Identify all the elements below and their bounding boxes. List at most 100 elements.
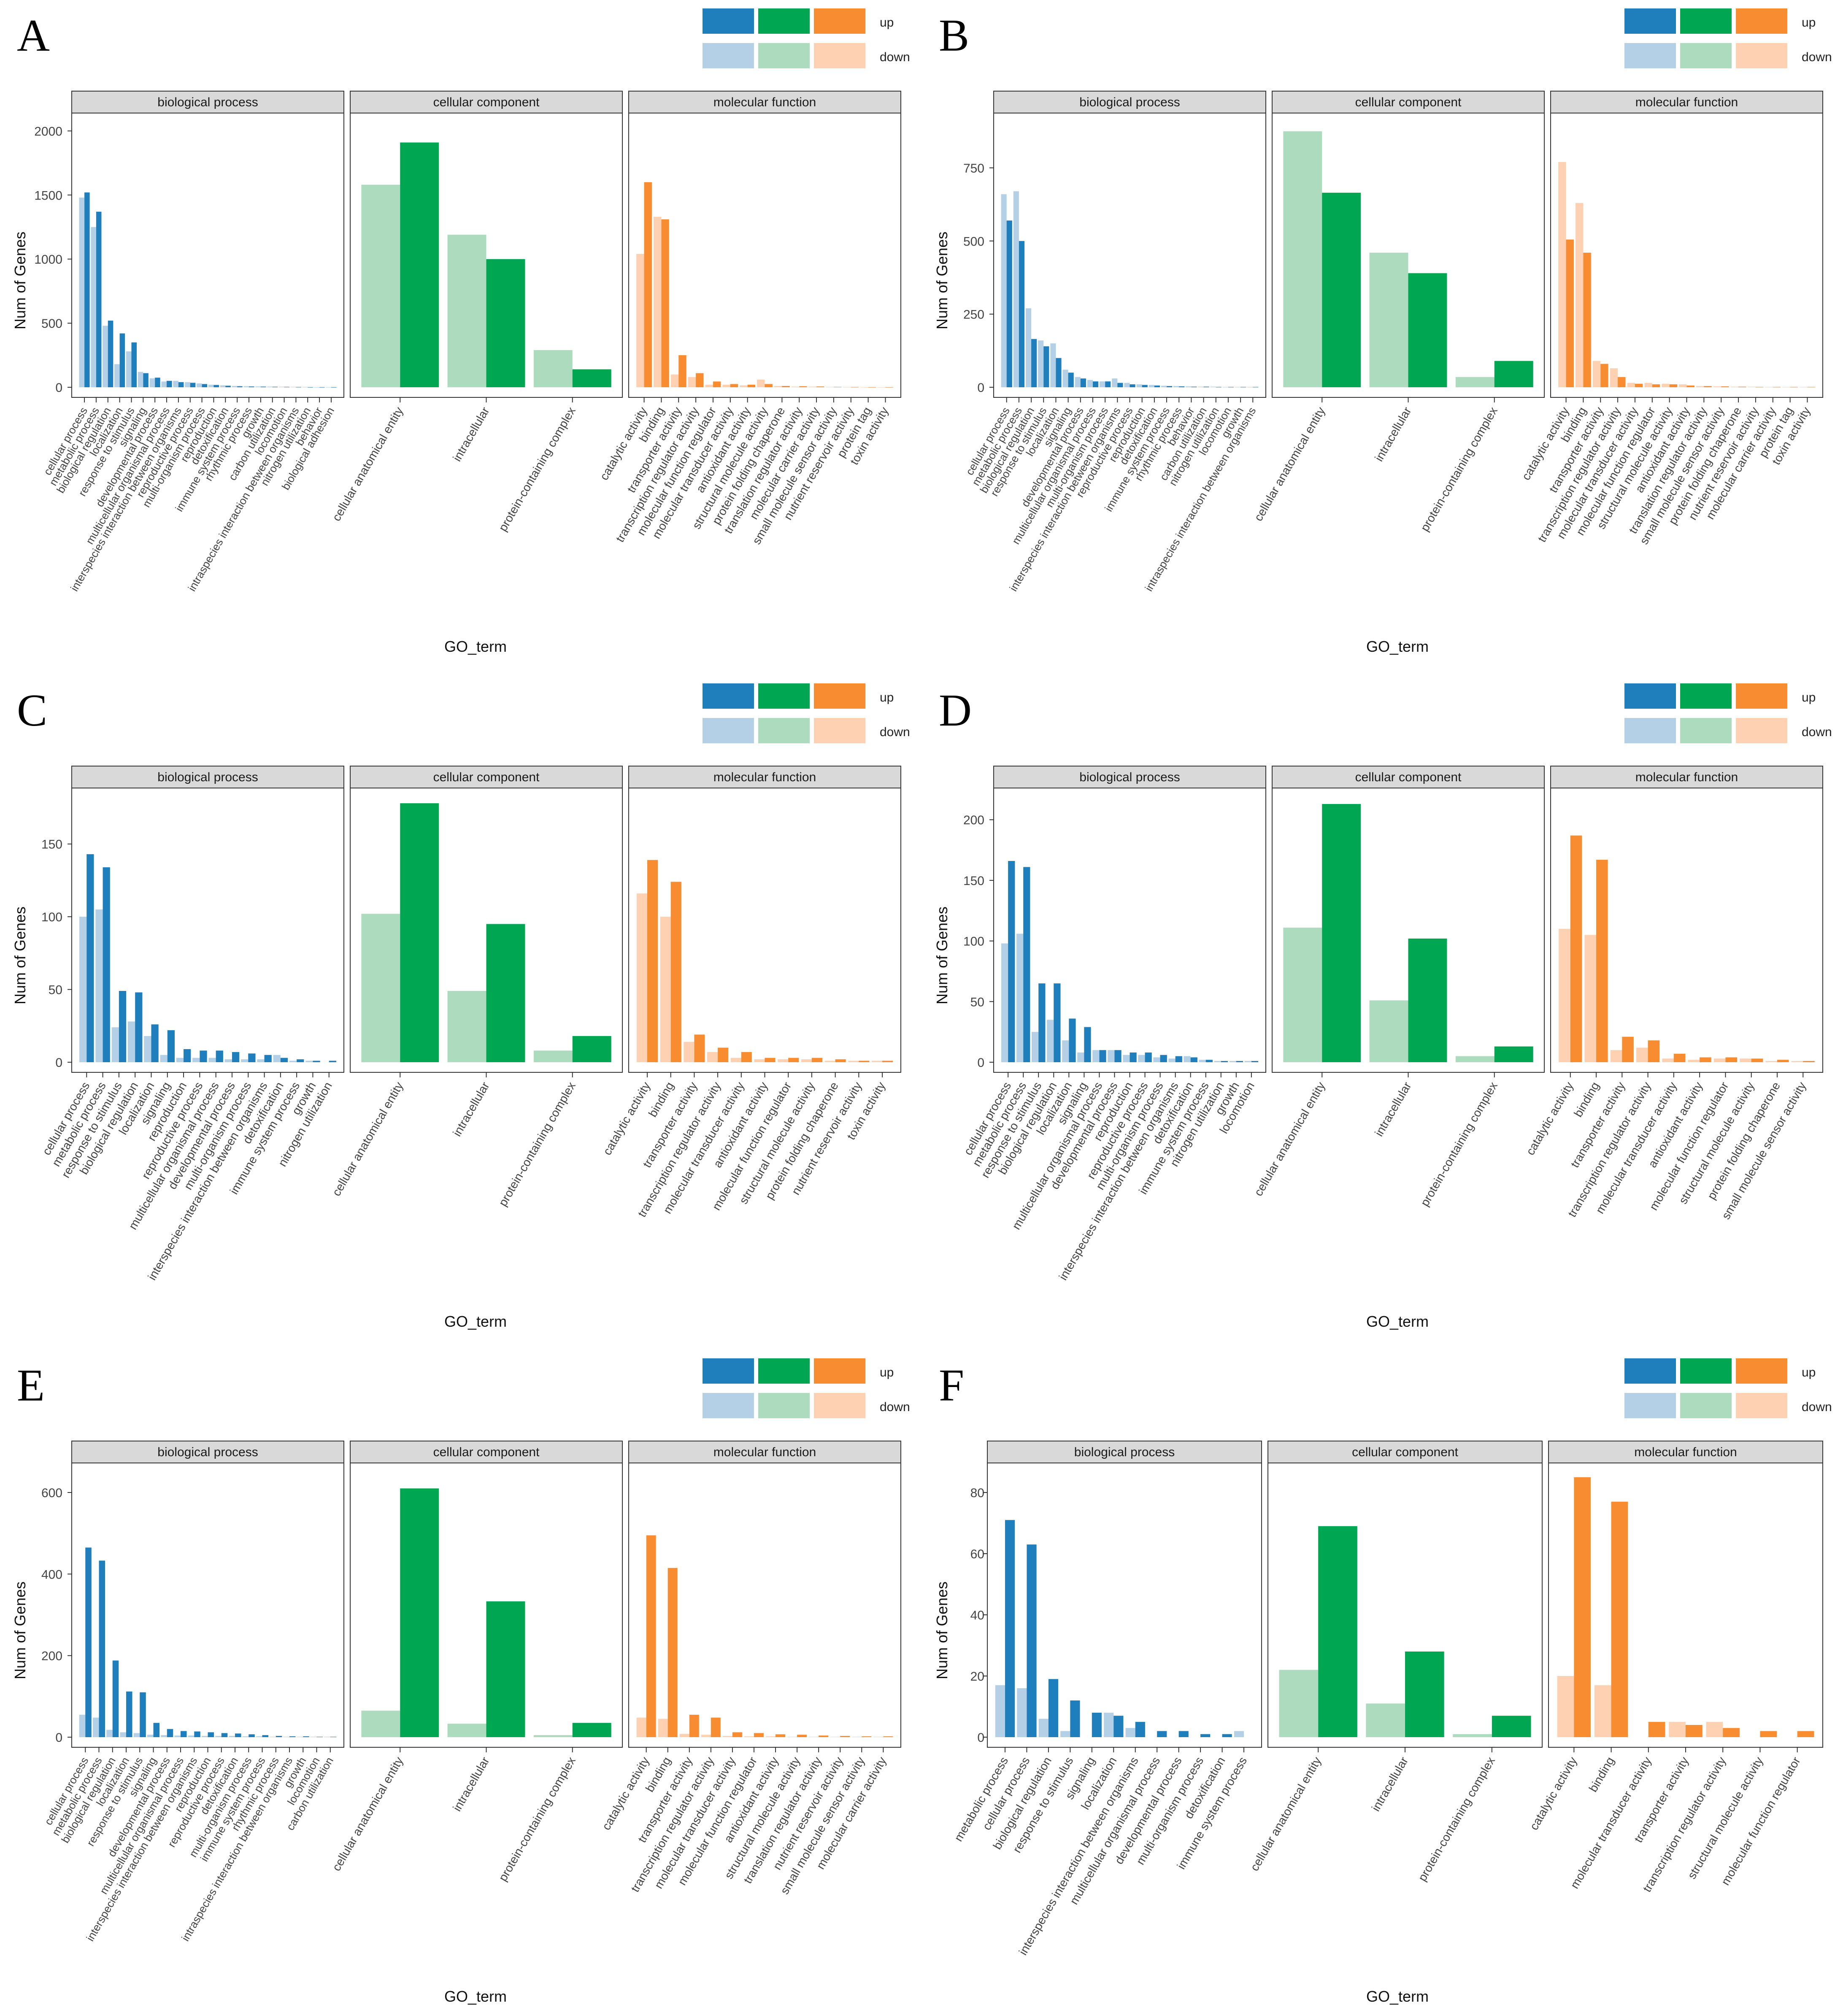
legend-swatch-down-bp bbox=[703, 1393, 754, 1418]
bar-down bbox=[1125, 1728, 1135, 1737]
bar-up bbox=[646, 1535, 656, 1737]
y-tick-label: 0 bbox=[977, 1056, 984, 1070]
bar-up bbox=[167, 1729, 173, 1737]
bar-up bbox=[151, 1024, 159, 1062]
bar-up bbox=[99, 1560, 105, 1737]
bar-up bbox=[644, 182, 652, 387]
y-tick-label: 150 bbox=[41, 838, 62, 852]
panel-letter: B bbox=[939, 11, 969, 61]
facet-cellular-component: cellular component cellular anatomical en… bbox=[1251, 766, 1545, 1209]
y-tick-label: 50 bbox=[970, 995, 984, 1009]
y-tick-label: 0 bbox=[55, 1731, 62, 1745]
bar-up bbox=[1322, 804, 1361, 1062]
bar-down bbox=[533, 350, 573, 387]
bar-up bbox=[86, 854, 94, 1062]
bar-down bbox=[774, 386, 782, 387]
bar-up bbox=[260, 386, 266, 387]
bar-down bbox=[1199, 1060, 1206, 1062]
bar-up bbox=[237, 386, 243, 387]
bar-down bbox=[114, 364, 120, 387]
bar-down bbox=[289, 1061, 297, 1062]
bar-down bbox=[447, 235, 486, 387]
bar-down bbox=[654, 216, 662, 387]
bar-up bbox=[1023, 867, 1030, 1062]
bar-up bbox=[1566, 239, 1574, 387]
facet-strip bbox=[993, 91, 1266, 113]
x-axis-title: GO_term bbox=[444, 1988, 507, 2005]
bar-down bbox=[361, 1711, 400, 1737]
bar-up bbox=[1648, 1040, 1660, 1062]
bar-down bbox=[103, 326, 108, 387]
bar-up bbox=[819, 1735, 829, 1737]
x-tick-label: cellular anatomical entity bbox=[1251, 1080, 1327, 1198]
bar-down bbox=[705, 384, 713, 387]
bar-down bbox=[1138, 1055, 1145, 1062]
facet-plot-border bbox=[628, 113, 901, 398]
legend-swatch-up-mf bbox=[1736, 8, 1787, 34]
bar-up bbox=[1038, 983, 1046, 1062]
x-axis-title: GO_term bbox=[444, 638, 507, 655]
y-tick-label: 750 bbox=[963, 162, 984, 175]
bar-down bbox=[160, 1055, 168, 1062]
y-tick-label: 50 bbox=[49, 983, 62, 997]
bar-up bbox=[108, 321, 114, 387]
facet-strip bbox=[987, 1441, 1262, 1463]
legend-up-label: up bbox=[880, 1366, 894, 1379]
x-tick-label: intracellular bbox=[450, 1080, 492, 1139]
legend-swatch-up-mf bbox=[814, 1358, 865, 1384]
bar-up bbox=[782, 386, 790, 387]
bar-up bbox=[1492, 1716, 1531, 1737]
bar-down bbox=[174, 1735, 181, 1737]
facet-cellular-component: cellular component cellular anatomical en… bbox=[330, 91, 623, 534]
bar-down bbox=[106, 1730, 113, 1737]
bar-down bbox=[1038, 1719, 1049, 1737]
bar-up bbox=[190, 383, 196, 387]
bar-down bbox=[1669, 1722, 1686, 1737]
x-tick-label: protein-containing complex bbox=[1416, 1755, 1497, 1884]
bar-up bbox=[1069, 1018, 1076, 1062]
bar-up bbox=[1405, 1652, 1444, 1737]
legend-down-label: down bbox=[880, 50, 910, 64]
bar-down bbox=[1369, 253, 1408, 387]
y-tick-label: 40 bbox=[970, 1608, 984, 1622]
bar-up bbox=[1130, 1053, 1137, 1062]
bar-down bbox=[255, 386, 261, 387]
legend: up down bbox=[1624, 8, 1832, 68]
y-tick-label: 80 bbox=[970, 1486, 984, 1500]
legend: up down bbox=[703, 8, 910, 68]
bar-up bbox=[754, 1733, 764, 1737]
bar-up bbox=[213, 385, 219, 387]
legend-swatch-down-bp bbox=[1624, 1393, 1676, 1418]
bar-down bbox=[1050, 343, 1056, 387]
bar-up bbox=[486, 1601, 525, 1737]
bar-down bbox=[1001, 194, 1007, 387]
bar-up bbox=[167, 1030, 175, 1062]
bar-down bbox=[871, 1061, 883, 1062]
legend-swatch-down-cc bbox=[758, 43, 810, 68]
bar-down bbox=[1706, 1722, 1723, 1737]
bar-down bbox=[730, 1058, 741, 1062]
bar-down bbox=[1062, 1040, 1069, 1062]
bar-down bbox=[1765, 1061, 1777, 1062]
y-tick-label: 600 bbox=[41, 1486, 62, 1500]
facet-strip-label: cellular component bbox=[1355, 770, 1462, 784]
legend-swatch-down-mf bbox=[1736, 718, 1787, 743]
bar-down bbox=[1038, 340, 1044, 387]
bar-up bbox=[486, 924, 525, 1062]
facet-strip-label: biological process bbox=[157, 770, 258, 784]
y-tick-label: 2000 bbox=[34, 124, 62, 138]
bar-down bbox=[127, 1021, 135, 1062]
x-tick-label: cellular anatomical entity bbox=[330, 1755, 405, 1873]
y-axis-title: Num of Genes bbox=[11, 232, 29, 329]
bar-down bbox=[1713, 1058, 1726, 1062]
y-tick-label: 250 bbox=[963, 308, 984, 322]
bar-up bbox=[1068, 372, 1074, 387]
bar-up bbox=[289, 1736, 296, 1737]
legend-swatch-down-cc bbox=[1680, 1393, 1732, 1418]
bar-up bbox=[1236, 1061, 1243, 1062]
